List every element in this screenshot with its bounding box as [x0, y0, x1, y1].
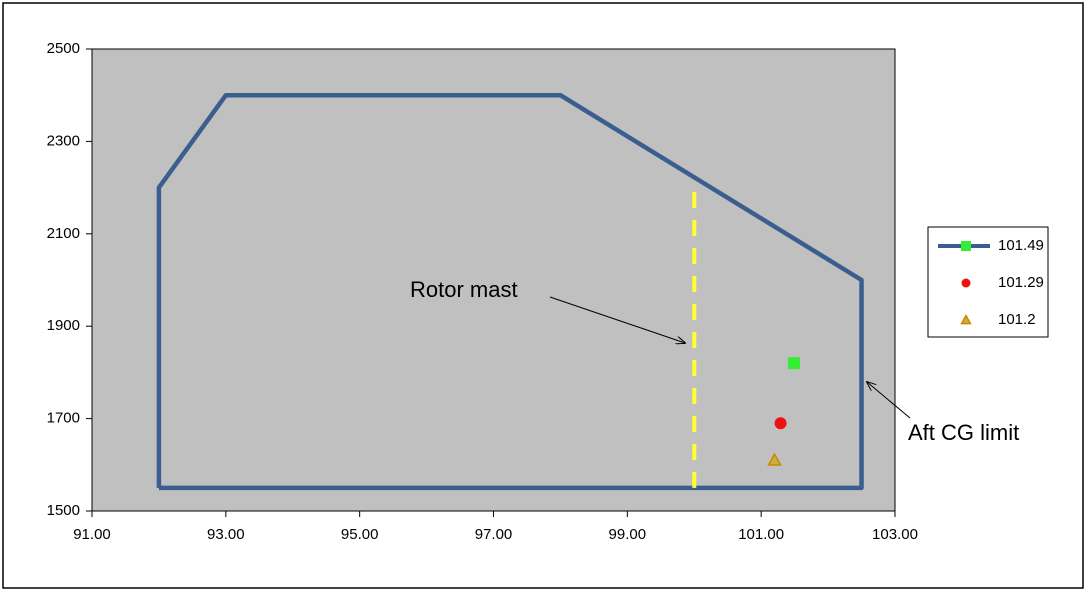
x-tick-label: 97.00 — [475, 526, 513, 543]
legend-label: 101.29 — [998, 274, 1044, 291]
y-tick-label: 2300 — [47, 132, 80, 149]
cg-envelope — [156, 92, 864, 491]
y-tick-label: 1500 — [47, 502, 80, 519]
legend-symbol — [961, 241, 971, 251]
annotation: Aft CG limit — [908, 420, 1019, 445]
legend-symbol — [961, 278, 971, 288]
point — [787, 357, 800, 370]
point — [774, 417, 787, 430]
legend-symbol — [960, 313, 972, 325]
annotation: Rotor mast — [410, 277, 518, 302]
x-tick-label: 95.00 — [341, 526, 379, 543]
x-tick-label: 93.00 — [207, 526, 245, 543]
plot-area — [91, 48, 896, 512]
point — [767, 452, 782, 466]
legend-label: 101.2 — [998, 311, 1036, 328]
x-tick-label: 91.00 — [73, 526, 111, 543]
legend-label: 101.49 — [998, 237, 1044, 254]
y-tick-label: 2100 — [47, 225, 80, 242]
y-tick-label: 2500 — [47, 40, 80, 57]
x-tick-label: 101.00 — [738, 526, 784, 543]
annotation-arrow — [867, 382, 911, 419]
annotation-arrow — [549, 296, 685, 343]
y-tick-label: 1900 — [47, 317, 80, 334]
x-tick-label: 103.00 — [872, 526, 918, 543]
x-tick-label: 99.00 — [609, 526, 647, 543]
y-tick-label: 1700 — [47, 410, 80, 427]
